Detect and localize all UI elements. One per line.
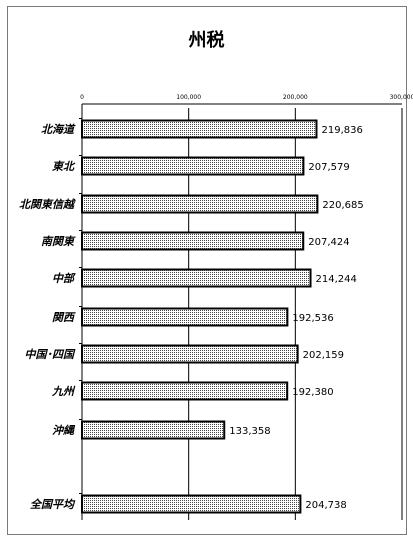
bar (81, 156, 305, 176)
x-tick-label: 0 (80, 94, 84, 101)
category-label: 東北 (52, 160, 76, 173)
data-label: 207,579 (308, 162, 349, 173)
category-label: 関西 (52, 311, 76, 324)
labels: 0 100,000 200,000 300,000 北海道 219,836 東北 207,57… (19, 94, 413, 511)
x-tick-label: 100,000 (176, 94, 201, 101)
bar (81, 231, 305, 251)
data-label: 214,244 (316, 274, 357, 285)
data-label: 220,685 (322, 200, 363, 211)
category-label: 沖縄 (52, 424, 76, 437)
bar (81, 381, 289, 401)
data-label: 219,836 (321, 125, 362, 136)
bar (81, 307, 289, 327)
data-label: 204,738 (305, 500, 346, 511)
category-label: 北海道 (41, 123, 76, 136)
bar (81, 494, 302, 514)
data-label: 192,536 (292, 313, 333, 324)
x-tick-label: 300,000 (390, 94, 413, 101)
data-label: 202,159 (303, 350, 344, 361)
chart-title: 州税 (188, 30, 225, 51)
category-label: 中国･四国 (25, 348, 76, 361)
bar (81, 119, 318, 139)
category-label: 北関東信越 (19, 198, 76, 211)
bars (81, 119, 319, 514)
bar (81, 420, 226, 440)
category-label: 南関東 (41, 235, 76, 248)
bar (81, 268, 312, 288)
bar (81, 344, 299, 364)
bar (81, 194, 319, 214)
data-label: 192,380 (292, 387, 333, 398)
category-label: 中部 (52, 272, 76, 285)
category-label: 九州 (51, 385, 76, 398)
category-label: 全国平均 (30, 498, 76, 511)
data-label: 133,358 (229, 426, 270, 437)
x-tick-label: 200,000 (283, 94, 308, 101)
data-label: 207,424 (308, 237, 349, 248)
